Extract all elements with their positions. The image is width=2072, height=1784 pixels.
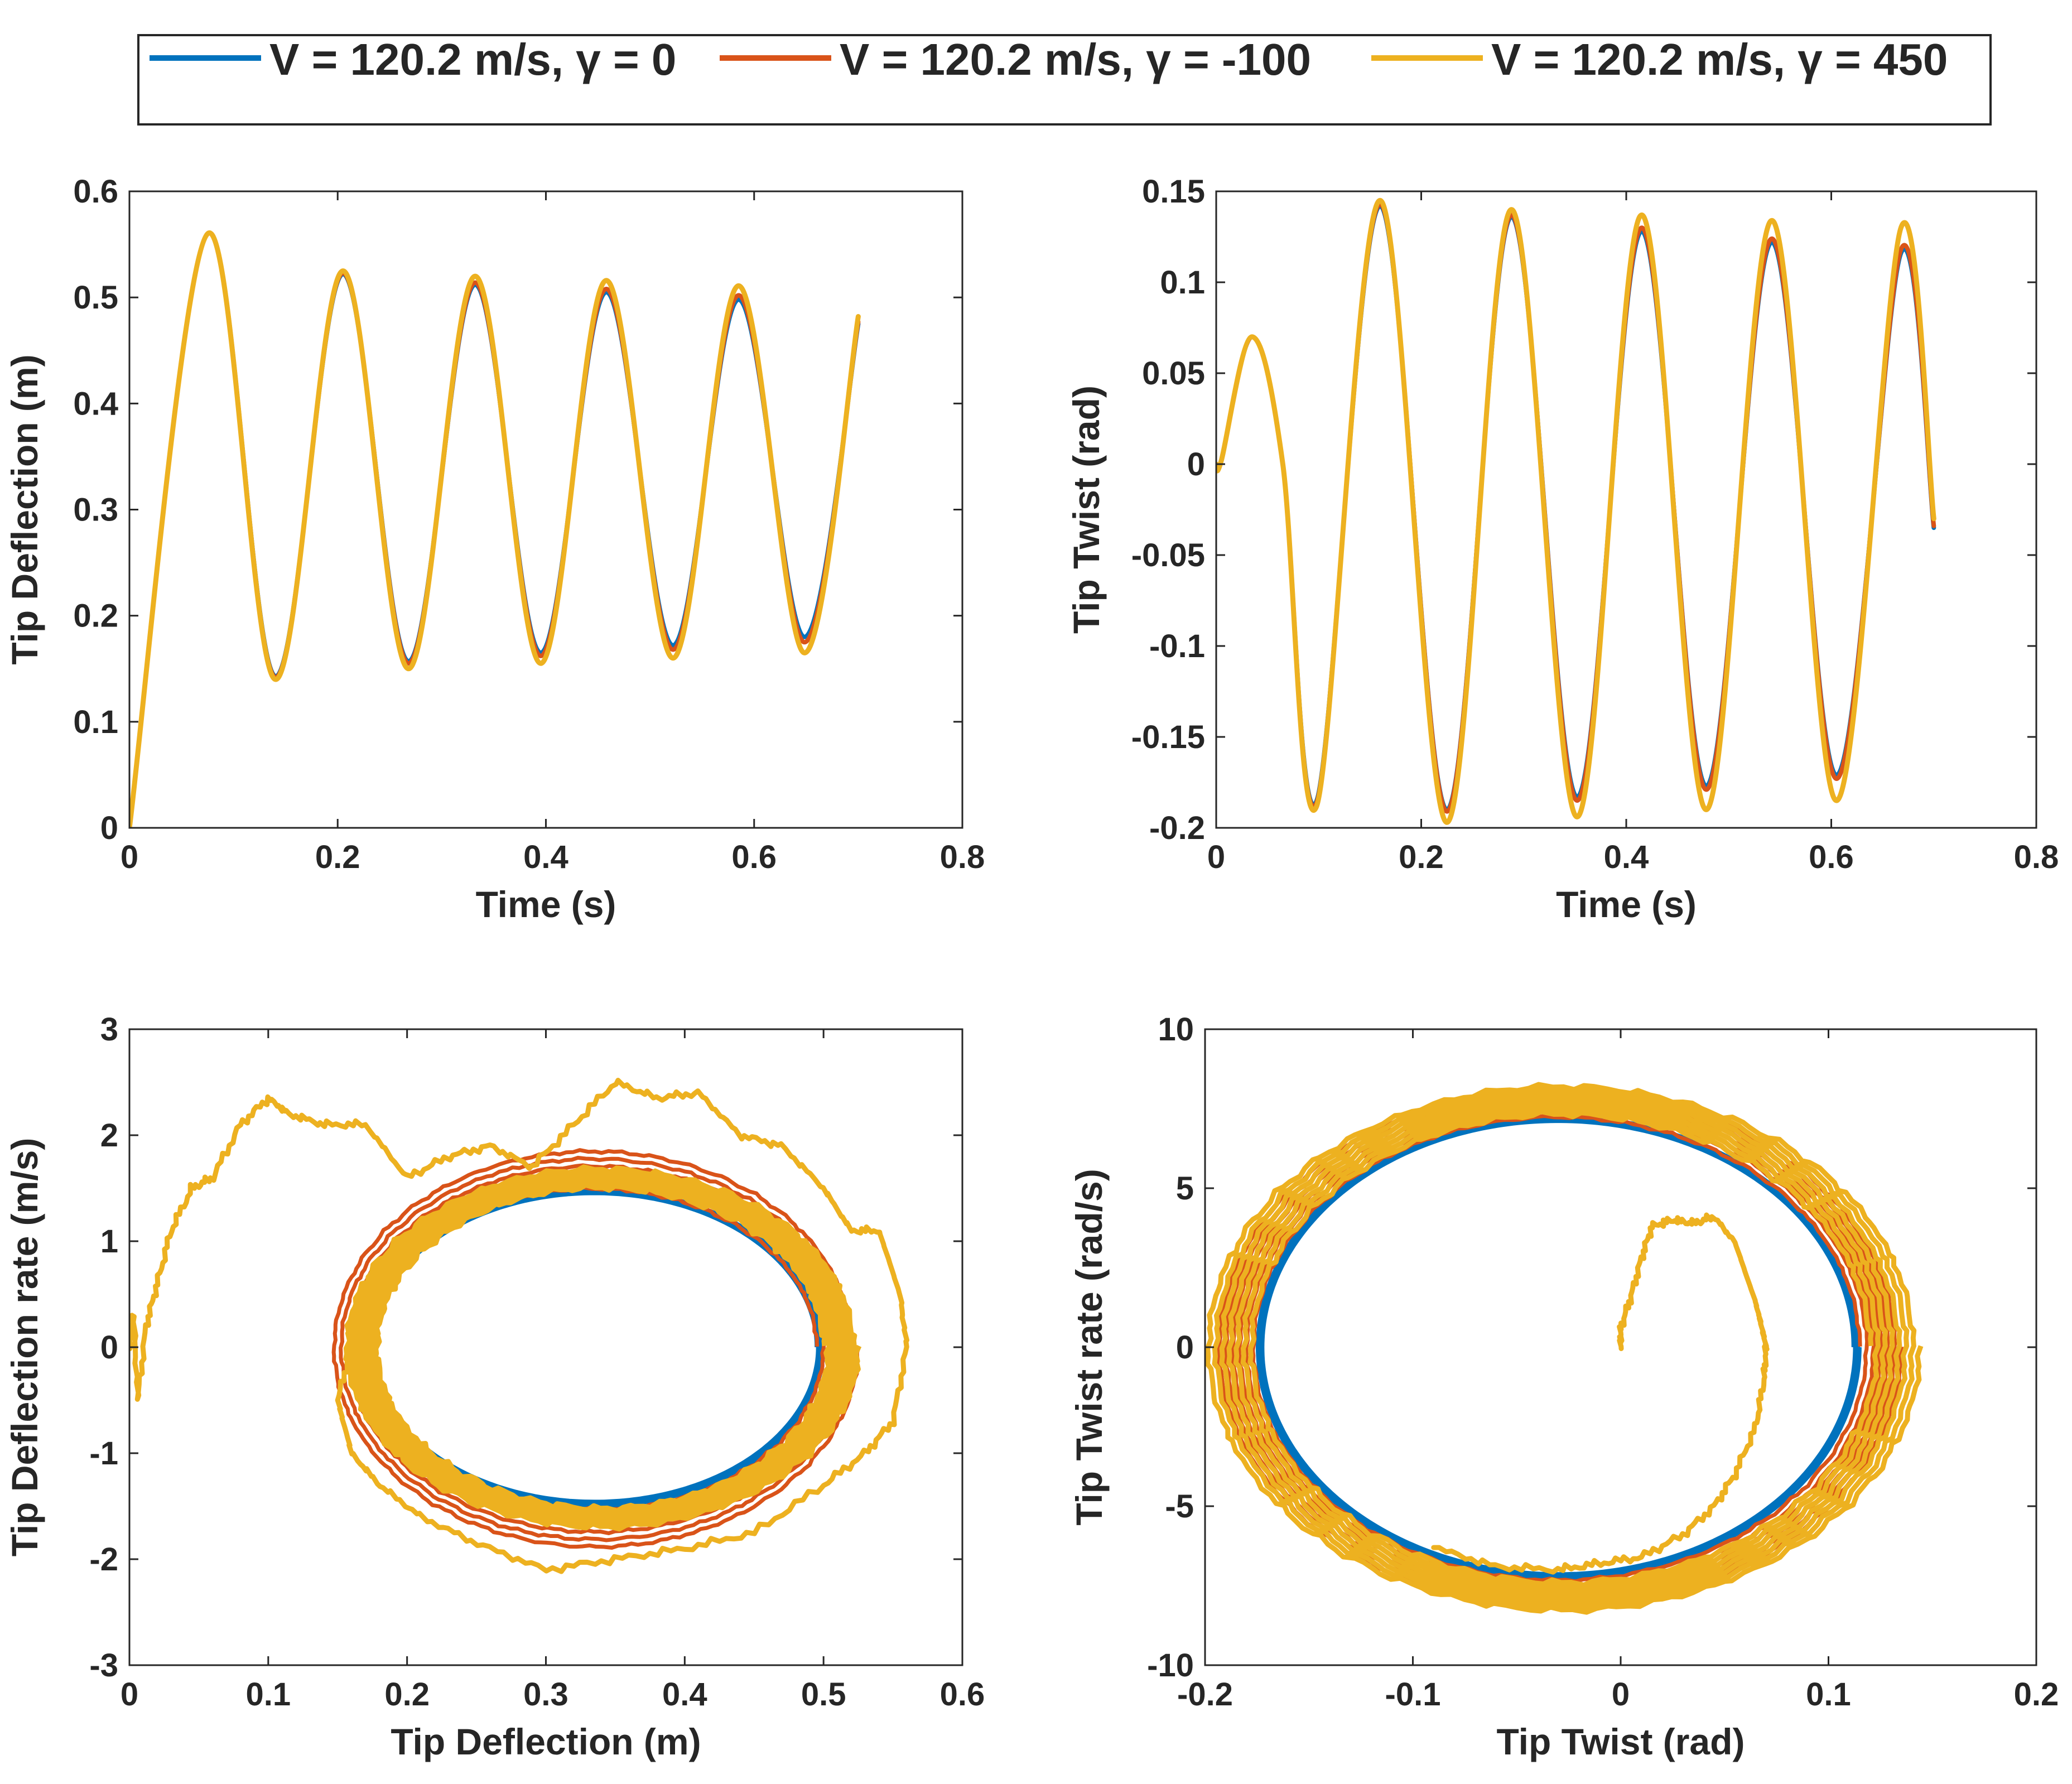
y-tick-label: 0 [1187,446,1205,483]
x-tick-label: 0.1 [246,1676,291,1713]
x-tick-label: 0.8 [940,839,985,875]
y-tick-label: 0.5 [73,279,118,316]
x-tick-label: 0.6 [940,1676,985,1713]
x-axis-label: Time (s) [1556,884,1697,925]
series-group [1205,1082,1924,1615]
x-axis: 0 0.2 0.4 0.6 0.8 [1207,191,2059,875]
y-tick-label: -3 [89,1647,118,1684]
y-axis-label: Tip Deflection (m) [4,354,45,664]
legend-label: V = 120.2 m/s, γ = 0 [269,35,676,84]
x-tick-label: 0.6 [731,839,777,875]
legend-box [137,34,1992,126]
x-tick-label: 0.4 [662,1676,707,1713]
x-tick-label: 0.2 [1399,839,1444,875]
x-tick-label: 0.5 [801,1676,846,1713]
y-axis-label: Tip Twist rate (rad/s) [1068,1169,1110,1525]
panel-tip-twist-vs-time: 0 0.2 0.4 0.6 0.8-0.2-0.15-0.1-0.0500.050.10… [1066,173,2059,925]
y-tick-label: 0 [100,810,118,846]
x-tick-label: 0 [121,1676,138,1713]
y-tick-label: 0 [100,1329,118,1366]
y-tick-label: 0 [1176,1329,1194,1366]
x-axis: 0 0.2 0.4 0.6 0.8 [121,191,985,875]
y-tick-label: 0.15 [1142,173,1205,210]
legend-entry-2: V = 120.2 m/s, γ = -100 [720,35,1311,84]
y-tick-label: 2 [100,1117,118,1154]
x-tick-label: -0.2 [1177,1676,1233,1713]
legend-label: V = 120.2 m/s, γ = -100 [840,35,1311,84]
y-tick-label: -0.1 [1149,628,1205,664]
series-v-120-2-m-s-450 [1216,197,1936,825]
y-axis: -10 -5 0 5 10 [1147,1011,2036,1684]
panel-twist-phase-portrait: -0.2 -0.1 0 0.1 0.2 -10 -5 0 5 10 Tip Twist (rad) T… [1068,1011,2059,1762]
x-tick-label: 0.2 [2014,1676,2059,1713]
y-tick-label: 1 [100,1223,118,1260]
series-group [1216,197,1936,825]
x-tick-label: 0.8 [2014,839,2059,875]
y-tick-label: 0.1 [73,704,118,740]
x-tick-label: -0.1 [1385,1676,1441,1713]
x-axis-label: Time (s) [476,884,616,925]
series-group [129,1078,909,1574]
x-tick-label: 0 [1207,839,1225,875]
legend-entry-3: V = 120.2 m/s, γ = 450 [1371,35,1948,84]
y-axis: -3 -2 -1 0 1 2 3 [89,1011,962,1684]
panel-tip-deflection-vs-time: 0 0.2 0.4 0.6 0.8 0 0.1 0.2 0.3 0.4 0.5 0.6 Time (s)… [4,173,985,925]
x-axis-label: Tip Twist (rad) [1497,1721,1745,1762]
series-v-120-2-m-s-450-orbit [343,1164,862,1532]
x-axis: 0 0.1 0.2 0.3 0.4 0.5 0.6 [121,1029,985,1713]
y-axis-label: Tip Deflection rate (m/s) [4,1138,45,1557]
y-axis: 0 0.1 0.2 0.3 0.4 0.5 0.6 [73,173,962,846]
legend: V = 120.2 m/s, γ = 0 V = 120.2 m/s, γ = -… [137,34,1992,126]
y-tick-label: -0.05 [1131,537,1205,573]
x-tick-label: 0.1 [1806,1676,1851,1713]
series-v-120-2-m-s-450-transient [129,1078,909,1574]
series-v-120-2-m-s-450-transient [1431,1212,1770,1575]
x-axis: -0.2 -0.1 0 0.1 0.2 [1177,1029,2059,1713]
y-tick-label: 0.6 [73,173,118,210]
panel-deflection-phase-portrait: 0 0.1 0.2 0.3 0.4 0.5 0.6 -3 -2 -1 0 1 2 3 Tip Deflect… [4,1011,985,1762]
y-tick-label: -0.15 [1131,719,1205,755]
x-tick-label: 0.2 [384,1676,430,1713]
y-tick-label: 10 [1158,1011,1194,1048]
y-tick-label: -0.2 [1149,810,1205,846]
x-axis-label: Tip Deflection (m) [391,1721,701,1762]
series-v-120-2-m-s-450 [129,230,861,828]
x-tick-label: 0.4 [1604,839,1649,875]
y-tick-label: 0.4 [73,385,118,422]
y-tick-label: -5 [1165,1488,1194,1525]
x-tick-label: 0.6 [1809,839,1854,875]
x-tick-label: 0.4 [523,839,568,875]
x-tick-label: 0.3 [523,1676,568,1713]
y-tick-label: -1 [89,1435,118,1472]
x-tick-label: 0 [1612,1676,1630,1713]
y-tick-label: -2 [89,1541,118,1578]
x-tick-label: 0 [121,839,138,875]
series-group [129,230,861,828]
y-tick-label: 5 [1176,1170,1194,1207]
y-tick-label: 0.05 [1142,355,1205,392]
legend-label: V = 120.2 m/s, γ = 450 [1491,35,1948,84]
series-v-120-2-m-s-450-orbit [1205,1082,1924,1615]
y-tick-label: 0.2 [73,598,118,634]
y-tick-label: -10 [1147,1647,1194,1684]
y-axis-label: Tip Twist (rad) [1066,385,1107,634]
y-axis: -0.2 -0.15 -0.1 -0.05 0 0.05 0.1 0.15 [1131,173,2036,846]
y-tick-label: 3 [100,1011,118,1048]
x-tick-label: 0.2 [315,839,360,875]
legend-entry-1: V = 120.2 m/s, γ = 0 [150,35,676,84]
y-tick-label: 0.3 [73,492,118,528]
y-tick-label: 0.1 [1160,264,1205,301]
